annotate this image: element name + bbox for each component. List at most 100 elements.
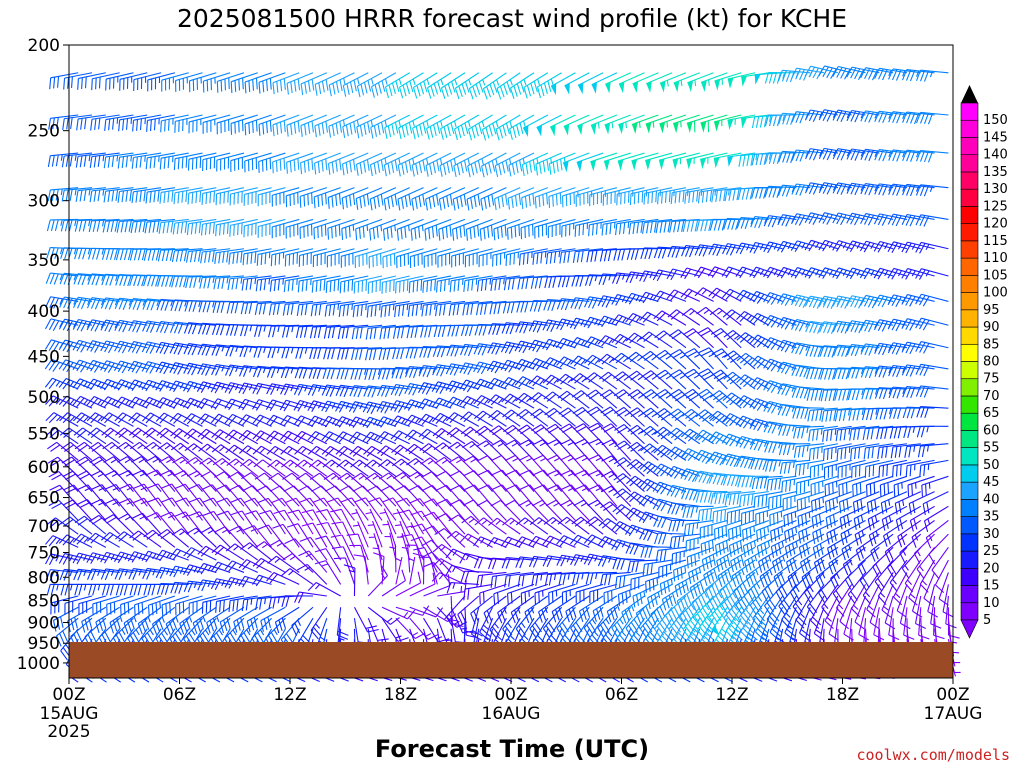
barb-feather	[185, 156, 188, 168]
barb-half-feather	[102, 189, 105, 196]
wind-barb	[448, 514, 480, 535]
barb-feather	[410, 510, 422, 516]
barb-half-feather	[315, 584, 321, 590]
barb-shaft	[440, 114, 466, 130]
barb-shaft	[285, 275, 314, 282]
barb-shaft	[466, 218, 493, 230]
barb-feather	[93, 362, 102, 373]
barb-feather	[338, 485, 350, 492]
barb-feather	[408, 194, 412, 206]
barb-feather	[290, 303, 294, 315]
barb-shaft	[146, 218, 175, 223]
barb-feather	[254, 472, 265, 480]
barb-feather	[203, 277, 207, 289]
barb-feather	[481, 165, 485, 178]
barb-feather	[132, 321, 138, 332]
barb-half-feather	[351, 512, 358, 515]
barb-shaft	[141, 617, 162, 639]
barb-feather	[211, 323, 217, 335]
barb-feather	[48, 397, 58, 407]
barb-feather	[172, 550, 181, 560]
wind-barb	[233, 606, 259, 633]
wind-barb	[187, 152, 217, 171]
barb-feather	[48, 360, 57, 371]
barb-feather	[488, 125, 493, 137]
barb-half-feather	[497, 442, 504, 447]
barb-feather	[212, 457, 223, 466]
barb-feather	[338, 224, 341, 236]
barb-half-feather	[509, 120, 513, 128]
barb-feather	[342, 85, 347, 97]
barb-half-feather	[236, 528, 243, 533]
wind-barb	[155, 549, 189, 562]
barb-feather	[325, 121, 328, 133]
barb-feather	[125, 155, 129, 168]
barb-feather	[153, 156, 156, 168]
barb-feather	[422, 484, 433, 492]
barb-shaft	[211, 484, 231, 507]
barb-feather	[494, 279, 497, 291]
barb-feather	[143, 529, 154, 538]
barb-feather	[339, 158, 342, 171]
wind-barb	[314, 560, 342, 585]
barb-shaft	[105, 114, 134, 121]
barb-feather	[174, 582, 180, 594]
barb-feather	[209, 191, 212, 204]
barb-feather	[149, 343, 156, 354]
barb-feather	[327, 348, 331, 360]
barb-half-feather	[221, 383, 226, 390]
barb-feather	[167, 156, 170, 169]
barb-feather	[240, 617, 245, 629]
barb-feather	[131, 380, 139, 391]
barb-half-feather	[234, 579, 239, 586]
barb-shaft	[254, 497, 273, 521]
barb-half-feather	[425, 633, 432, 637]
barb-feather	[198, 443, 208, 452]
barb-feather	[150, 119, 152, 132]
barb-feather	[155, 249, 160, 261]
barb-feather	[519, 122, 524, 135]
barb-half-feather	[482, 79, 486, 86]
barb-feather	[423, 81, 428, 93]
wind-barb	[156, 427, 190, 445]
barb-feather	[397, 199, 401, 211]
barb-feather	[406, 326, 410, 339]
barb-feather	[84, 619, 89, 631]
barb-shaft	[106, 595, 134, 605]
barb-feather	[201, 580, 207, 592]
barb-feather	[127, 379, 136, 390]
barb-shaft	[133, 152, 162, 159]
barb-shaft	[91, 218, 120, 222]
barb-feather	[359, 125, 363, 137]
barb-half-feather	[179, 530, 185, 536]
barb-feather	[216, 510, 229, 516]
barb-shaft	[216, 248, 245, 254]
barb-feather	[314, 304, 318, 316]
barb-feather	[159, 192, 162, 204]
barb-feather	[143, 189, 146, 202]
barb-half-feather	[329, 461, 336, 467]
wind-barb	[395, 556, 403, 585]
barb-feather	[367, 121, 371, 134]
barb-feather	[214, 399, 222, 410]
barb-feather	[103, 514, 114, 521]
barb-feather	[492, 81, 498, 93]
barb-shaft	[127, 513, 148, 535]
barb-feather	[155, 380, 163, 391]
wind-barb	[173, 152, 203, 171]
barb-feather	[50, 219, 55, 232]
barb-shaft	[50, 152, 79, 157]
barb-shaft	[309, 497, 328, 521]
barb-feather	[273, 279, 277, 292]
barb-half-feather	[386, 617, 393, 623]
wind-barb	[156, 583, 189, 595]
barb-feather	[151, 275, 156, 287]
barb-feather	[316, 367, 322, 380]
wind-barb	[90, 498, 121, 521]
barb-feather	[146, 429, 156, 438]
barb-feather	[58, 359, 66, 370]
barb-shaft	[147, 567, 175, 573]
barb-feather	[321, 122, 325, 135]
barb-feather	[142, 568, 148, 580]
barb-feather	[466, 303, 470, 316]
